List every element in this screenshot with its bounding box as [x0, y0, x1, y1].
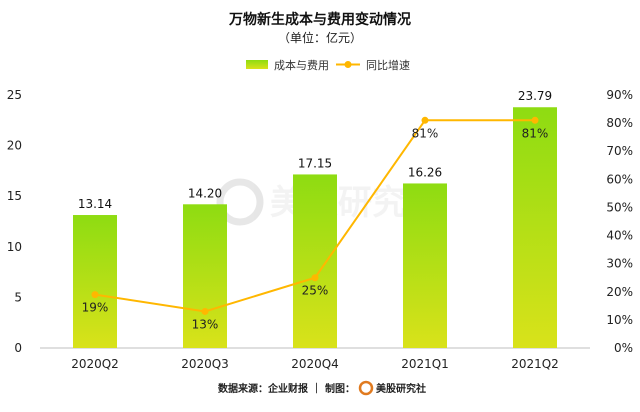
bar-value-label: 13.14 [78, 197, 112, 211]
bar-value-label: 23.79 [518, 89, 552, 103]
growth-point [201, 307, 209, 315]
chart-title: 万物新生成本与费用变动情况 [228, 11, 411, 28]
legend-bar-swatch [246, 60, 268, 69]
left-axis: 0 5 10 15 20 25 [7, 88, 22, 355]
bar [513, 107, 557, 348]
category-label: 2021Q1 [401, 357, 449, 371]
left-tick-label: 0 [14, 341, 22, 355]
legend-line-marker [344, 61, 352, 68]
right-tick-label: 80% [606, 116, 633, 130]
right-tick-label: 70% [606, 144, 633, 158]
watermark-logo-icon [216, 178, 264, 226]
growth-point [531, 116, 539, 124]
bar-value-label: 17.15 [298, 156, 332, 170]
right-tick-label: 40% [606, 229, 633, 243]
growth-value-label: 19% [82, 301, 109, 315]
bar-value-label: 16.26 [408, 165, 442, 179]
category-label: 2021Q2 [511, 357, 559, 371]
bar [73, 215, 117, 348]
right-tick-label: 50% [606, 200, 633, 214]
bar [183, 204, 227, 348]
left-tick-label: 15 [7, 189, 22, 203]
legend-bar-label: 成本与费用 [274, 58, 329, 72]
bar-value-label: 14.20 [188, 186, 222, 200]
growth-point [421, 116, 429, 124]
category-axis: 2020Q2 2020Q3 2020Q4 2021Q1 2021Q2 [71, 357, 559, 371]
left-tick-label: 5 [14, 290, 22, 304]
category-label: 2020Q3 [181, 357, 229, 371]
bar [403, 183, 447, 348]
right-tick-label: 60% [606, 172, 633, 186]
right-tick-label: 90% [606, 88, 633, 102]
footer-brand: 美股研究社 [376, 382, 426, 395]
growth-value-label: 25% [302, 284, 329, 298]
right-tick-label: 10% [606, 313, 633, 327]
growth-value-label: 13% [192, 317, 219, 331]
bar-series: 13.14 14.20 17.15 16.26 23.79 [73, 89, 557, 348]
line-series: 19% 13% 25% 81% 81% [82, 116, 549, 331]
left-tick-label: 10 [7, 240, 22, 254]
growth-value-label: 81% [522, 126, 549, 140]
bar [293, 174, 337, 348]
right-tick-label: 30% [606, 257, 633, 271]
growth-point [91, 291, 99, 299]
right-tick-label: 0% [614, 341, 633, 355]
left-tick-label: 25 [7, 88, 22, 102]
category-label: 2020Q2 [71, 357, 119, 371]
legend-line-label: 同比增速 [366, 58, 410, 72]
right-tick-label: 20% [606, 285, 633, 299]
chart-subtitle: （单位：亿元） [278, 30, 362, 45]
category-label: 2020Q4 [291, 357, 339, 371]
left-tick-label: 20 [7, 139, 22, 153]
footer-source: 数据来源：企业财报 ｜ 制图： [218, 382, 355, 395]
footer-brand-logo-icon [358, 380, 374, 396]
growth-point [311, 274, 319, 282]
right-axis: 0% 10% 20% 30% 40% 50% 60% 70% 80% 90% [606, 88, 633, 355]
growth-value-label: 81% [412, 126, 439, 140]
